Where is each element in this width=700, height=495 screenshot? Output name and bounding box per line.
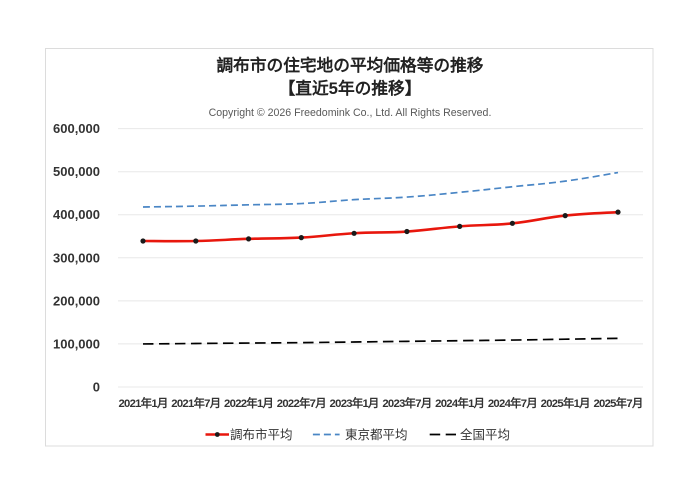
svg-text:200,000: 200,000 — [53, 293, 100, 308]
svg-text:400,000: 400,000 — [53, 207, 100, 222]
svg-text:0: 0 — [93, 380, 100, 395]
svg-text:300,000: 300,000 — [53, 250, 100, 265]
svg-text:Copyright © 2026 Freedomink Co: Copyright © 2026 Freedomink Co., Ltd. Al… — [209, 107, 492, 119]
svg-text:【直近5年の推移】: 【直近5年の推移】 — [279, 78, 422, 98]
svg-text:600,000: 600,000 — [53, 121, 100, 136]
svg-text:500,000: 500,000 — [53, 164, 100, 179]
svg-text:2022年7月: 2022年7月 — [277, 396, 326, 410]
svg-text:2023年7月: 2023年7月 — [382, 396, 431, 410]
svg-text:2021年1月: 2021年1月 — [118, 396, 167, 410]
svg-text:2024年7月: 2024年7月 — [488, 396, 537, 410]
svg-text:2021年7月: 2021年7月 — [171, 396, 220, 410]
svg-text:2022年1月: 2022年1月 — [224, 396, 273, 410]
svg-text:2025年7月: 2025年7月 — [593, 396, 642, 410]
svg-text:2025年1月: 2025年1月 — [541, 396, 590, 410]
svg-text:2024年1月: 2024年1月 — [435, 396, 484, 410]
svg-text:100,000: 100,000 — [53, 336, 100, 351]
svg-text:全国平均: 全国平均 — [460, 427, 510, 442]
svg-text:東京都平均: 東京都平均 — [345, 428, 408, 442]
svg-text:調布市平均: 調布市平均 — [230, 427, 293, 442]
svg-text:調布市の住宅地の平均価格等の推移: 調布市の住宅地の平均価格等の推移 — [217, 55, 484, 75]
svg-text:2023年1月: 2023年1月 — [330, 396, 379, 410]
